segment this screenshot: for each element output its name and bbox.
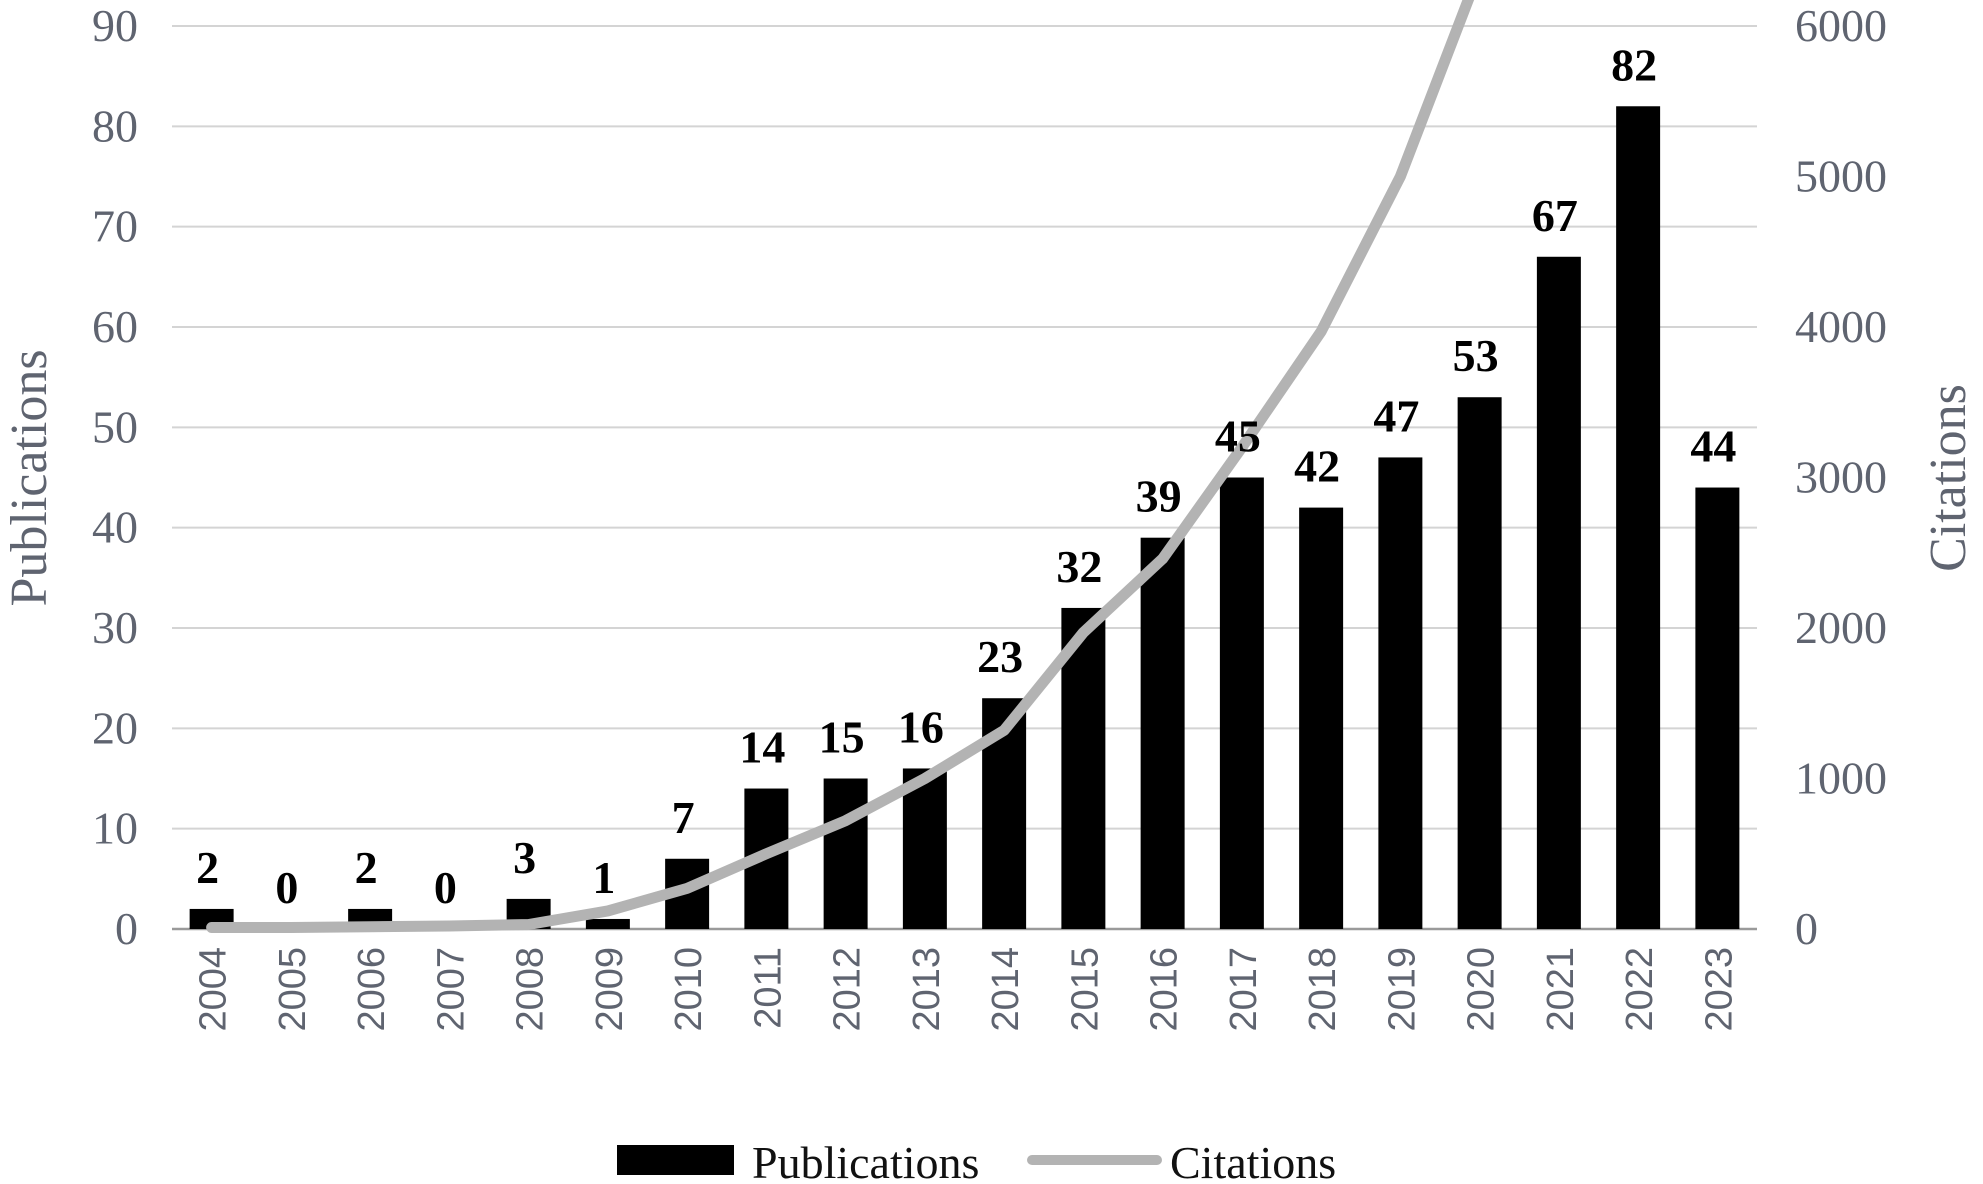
y-axis-tick-label: 20 <box>92 702 138 753</box>
bar-publications <box>1536 256 1581 929</box>
legend: Publications Citations <box>617 1137 1336 1184</box>
x-axis-tick-label: 2012 <box>827 947 869 1032</box>
bar-publications <box>902 768 947 929</box>
y-axis-tick-label: 70 <box>92 201 138 252</box>
y2-axis-tick-label: 4000 <box>1795 301 1887 352</box>
data-label-publications: 0 <box>275 862 298 913</box>
y-axis-tick-label: 60 <box>92 301 138 352</box>
data-label-publications: 2 <box>355 842 378 893</box>
bar-publications <box>1219 477 1264 929</box>
x-axis-tick-label: 2006 <box>351 947 393 1032</box>
x-axis-tick-label: 2022 <box>1619 947 1661 1032</box>
x-axis-tick-label: 2018 <box>1302 947 1344 1032</box>
data-label-publications: 42 <box>1294 441 1340 492</box>
x-axis-tick-label: 2008 <box>510 947 552 1032</box>
axes: 0102030405060708090010002000300040005000… <box>1 0 1977 1032</box>
y2-axis-tick-label: 6000 <box>1795 0 1887 51</box>
data-label-publications: 2 <box>196 842 219 893</box>
x-axis-tick-label: 2019 <box>1381 947 1423 1032</box>
y2-axis-title: Citations <box>1920 384 1977 572</box>
x-axis-tick-label: 2021 <box>1540 947 1582 1032</box>
y-axis-tick-label: 90 <box>92 0 138 51</box>
data-labels: 2 0 2 0 3 1 7 14 15 16 23 32 39 45 42 47 53 67 82 44 <box>196 39 1736 913</box>
data-label-publications: 39 <box>1136 471 1182 522</box>
gridlines <box>172 25 1757 931</box>
y-axis-tick-label: 40 <box>92 502 138 553</box>
bar-publications <box>1616 106 1661 930</box>
y2-axis-tick-label: 1000 <box>1795 753 1887 804</box>
data-label-publications: 14 <box>739 722 785 773</box>
y-axis-tick-label: 30 <box>92 602 138 653</box>
data-label-publications: 67 <box>1532 190 1578 241</box>
data-label-publications: 16 <box>898 701 944 752</box>
x-axis-tick-label: 2009 <box>589 947 631 1032</box>
data-label-publications: 45 <box>1215 411 1261 462</box>
legend-swatch-publications <box>617 1145 734 1175</box>
data-label-publications: 82 <box>1611 39 1657 90</box>
x-axis-tick-label: 2020 <box>1461 947 1503 1032</box>
x-axis-tick-label: 2004 <box>193 947 235 1032</box>
bar-publications <box>823 778 868 929</box>
x-axis-tick-label: 2007 <box>430 947 472 1032</box>
data-label-publications: 32 <box>1056 541 1102 592</box>
y-axis-tick-label: 80 <box>92 100 138 151</box>
x-axis-tick-label: 2013 <box>906 947 948 1032</box>
y2-axis-tick-label: 3000 <box>1795 452 1887 503</box>
x-axis-tick-label: 2014 <box>985 947 1027 1032</box>
bar-publications <box>1061 607 1106 929</box>
data-label-publications: 1 <box>592 852 615 903</box>
y2-axis-tick-label: 5000 <box>1795 151 1887 202</box>
x-axis-tick-label: 2023 <box>1698 947 1740 1032</box>
data-label-publications: 44 <box>1690 421 1736 472</box>
data-label-publications: 7 <box>672 792 695 843</box>
data-label-publications: 47 <box>1373 390 1419 441</box>
data-label-publications: 0 <box>434 862 457 913</box>
y-axis-tick-label: 10 <box>92 803 138 854</box>
data-label-publications: 23 <box>977 631 1023 682</box>
legend-label-publications: Publications <box>752 1137 979 1184</box>
bar-publications <box>1695 487 1740 929</box>
bar-publications <box>1457 397 1502 929</box>
y-axis-tick-label: 0 <box>115 903 138 954</box>
bar-publications <box>585 918 630 929</box>
data-label-publications: 53 <box>1453 330 1499 381</box>
bar-publications <box>1299 507 1344 929</box>
legend-label-citations: Citations <box>1170 1137 1336 1184</box>
data-label-publications: 3 <box>513 832 536 883</box>
x-axis-tick-label: 2010 <box>668 947 710 1032</box>
x-axis-tick-label: 2005 <box>272 947 314 1032</box>
x-axis-tick-label: 2017 <box>1223 947 1265 1032</box>
bar-series-publications <box>189 106 1740 930</box>
bar-publications <box>1378 457 1423 929</box>
data-label-publications: 15 <box>819 712 865 763</box>
line-citations <box>206 0 1475 933</box>
x-axis-tick-label: 2011 <box>747 947 789 1029</box>
x-axis-tick-label: 2015 <box>1064 947 1106 1032</box>
line-series-citations <box>206 0 1475 933</box>
y-axis-title: Publications <box>1 349 58 606</box>
y2-axis-tick-label: 0 <box>1795 903 1818 954</box>
y-axis-tick-label: 50 <box>92 401 138 452</box>
y2-axis-tick-label: 2000 <box>1795 602 1887 653</box>
x-axis-tick-label: 2016 <box>1144 947 1186 1032</box>
bar-publications <box>1140 537 1185 929</box>
